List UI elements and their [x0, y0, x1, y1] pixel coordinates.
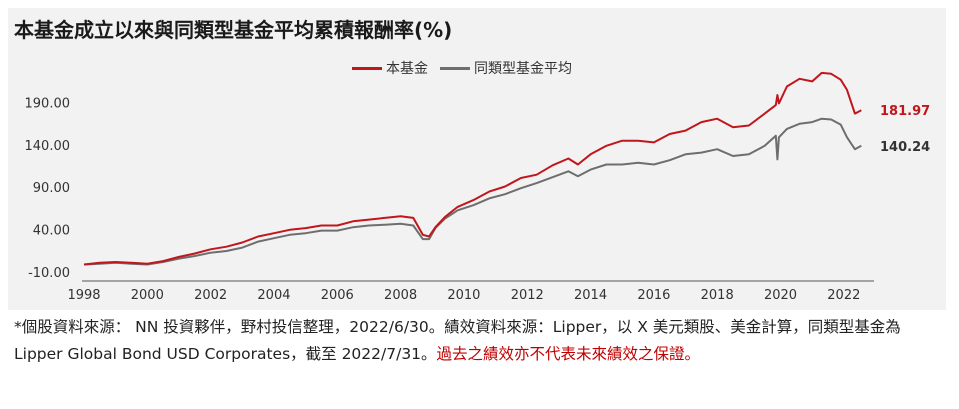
end-label-peer: 140.24 [880, 140, 930, 155]
y-tick-label-4: 190.00 [25, 96, 71, 111]
series-layer [83, 71, 862, 266]
footnote-text: *個股資料來源： NN 投資夥伴，野村投信整理，2022/6/30。績效資料來源… [14, 318, 901, 363]
x-tick-label-2008: 2008 [384, 288, 417, 303]
end-label-fund: 181.97 [880, 104, 930, 119]
x-tick-label-2018: 2018 [701, 288, 734, 303]
y-tick-label-0: -10.00 [28, 266, 70, 281]
legend-label-fund: 本基金 [386, 61, 428, 77]
footnote-warning: 過去之績效亦不代表未來績效之保證。 [436, 345, 701, 363]
legend-swatch-fund [352, 66, 382, 70]
chart-panel [8, 8, 946, 310]
legend-label-peer: 同類型基金平均 [474, 61, 572, 77]
x-tick-label-2004: 2004 [257, 288, 290, 303]
y-tick-label-2: 90.00 [33, 181, 70, 196]
chart-legend: 本基金 同類型基金平均 [352, 58, 584, 78]
y-axis: -10.00 40.00 90.00 140.00 190.00 [25, 96, 71, 281]
chart-title: 本基金成立以來與同類型基金平均累積報酬率(%) [14, 18, 453, 42]
x-tick-label-2006: 2006 [321, 288, 354, 303]
y-tick-label-3: 140.00 [25, 139, 71, 154]
series-line-peer [83, 117, 862, 266]
line-chart: -10.00 40.00 90.00 140.00 190.00 1998 2000 200… [25, 71, 930, 303]
x-tick-label-2002: 2002 [194, 288, 227, 303]
end-labels: 181.97 140.24 [880, 104, 930, 155]
series-line-fund [83, 71, 862, 266]
legend-item-peer: 同類型基金平均 [440, 58, 572, 78]
legend-swatch-peer [440, 66, 470, 70]
x-axis: 1998 2000 2002 2004 2006 2008 2010 2012 2014 2016… [67, 288, 860, 303]
x-tick-label-2022: 2022 [827, 288, 860, 303]
x-tick-label-2016: 2016 [637, 288, 670, 303]
x-tick-label-2014: 2014 [574, 288, 607, 303]
footnote: *個股資料來源： NN 投資夥伴，野村投信整理，2022/6/30。績效資料來源… [14, 314, 944, 368]
x-tick-label-1998: 1998 [67, 288, 100, 303]
x-tick-label-2000: 2000 [131, 288, 164, 303]
x-tick-label-2012: 2012 [511, 288, 544, 303]
x-tick-label-2020: 2020 [764, 288, 797, 303]
y-tick-label-1: 40.00 [33, 224, 70, 239]
x-tick-label-2010: 2010 [447, 288, 480, 303]
legend-item-fund: 本基金 [352, 58, 428, 78]
